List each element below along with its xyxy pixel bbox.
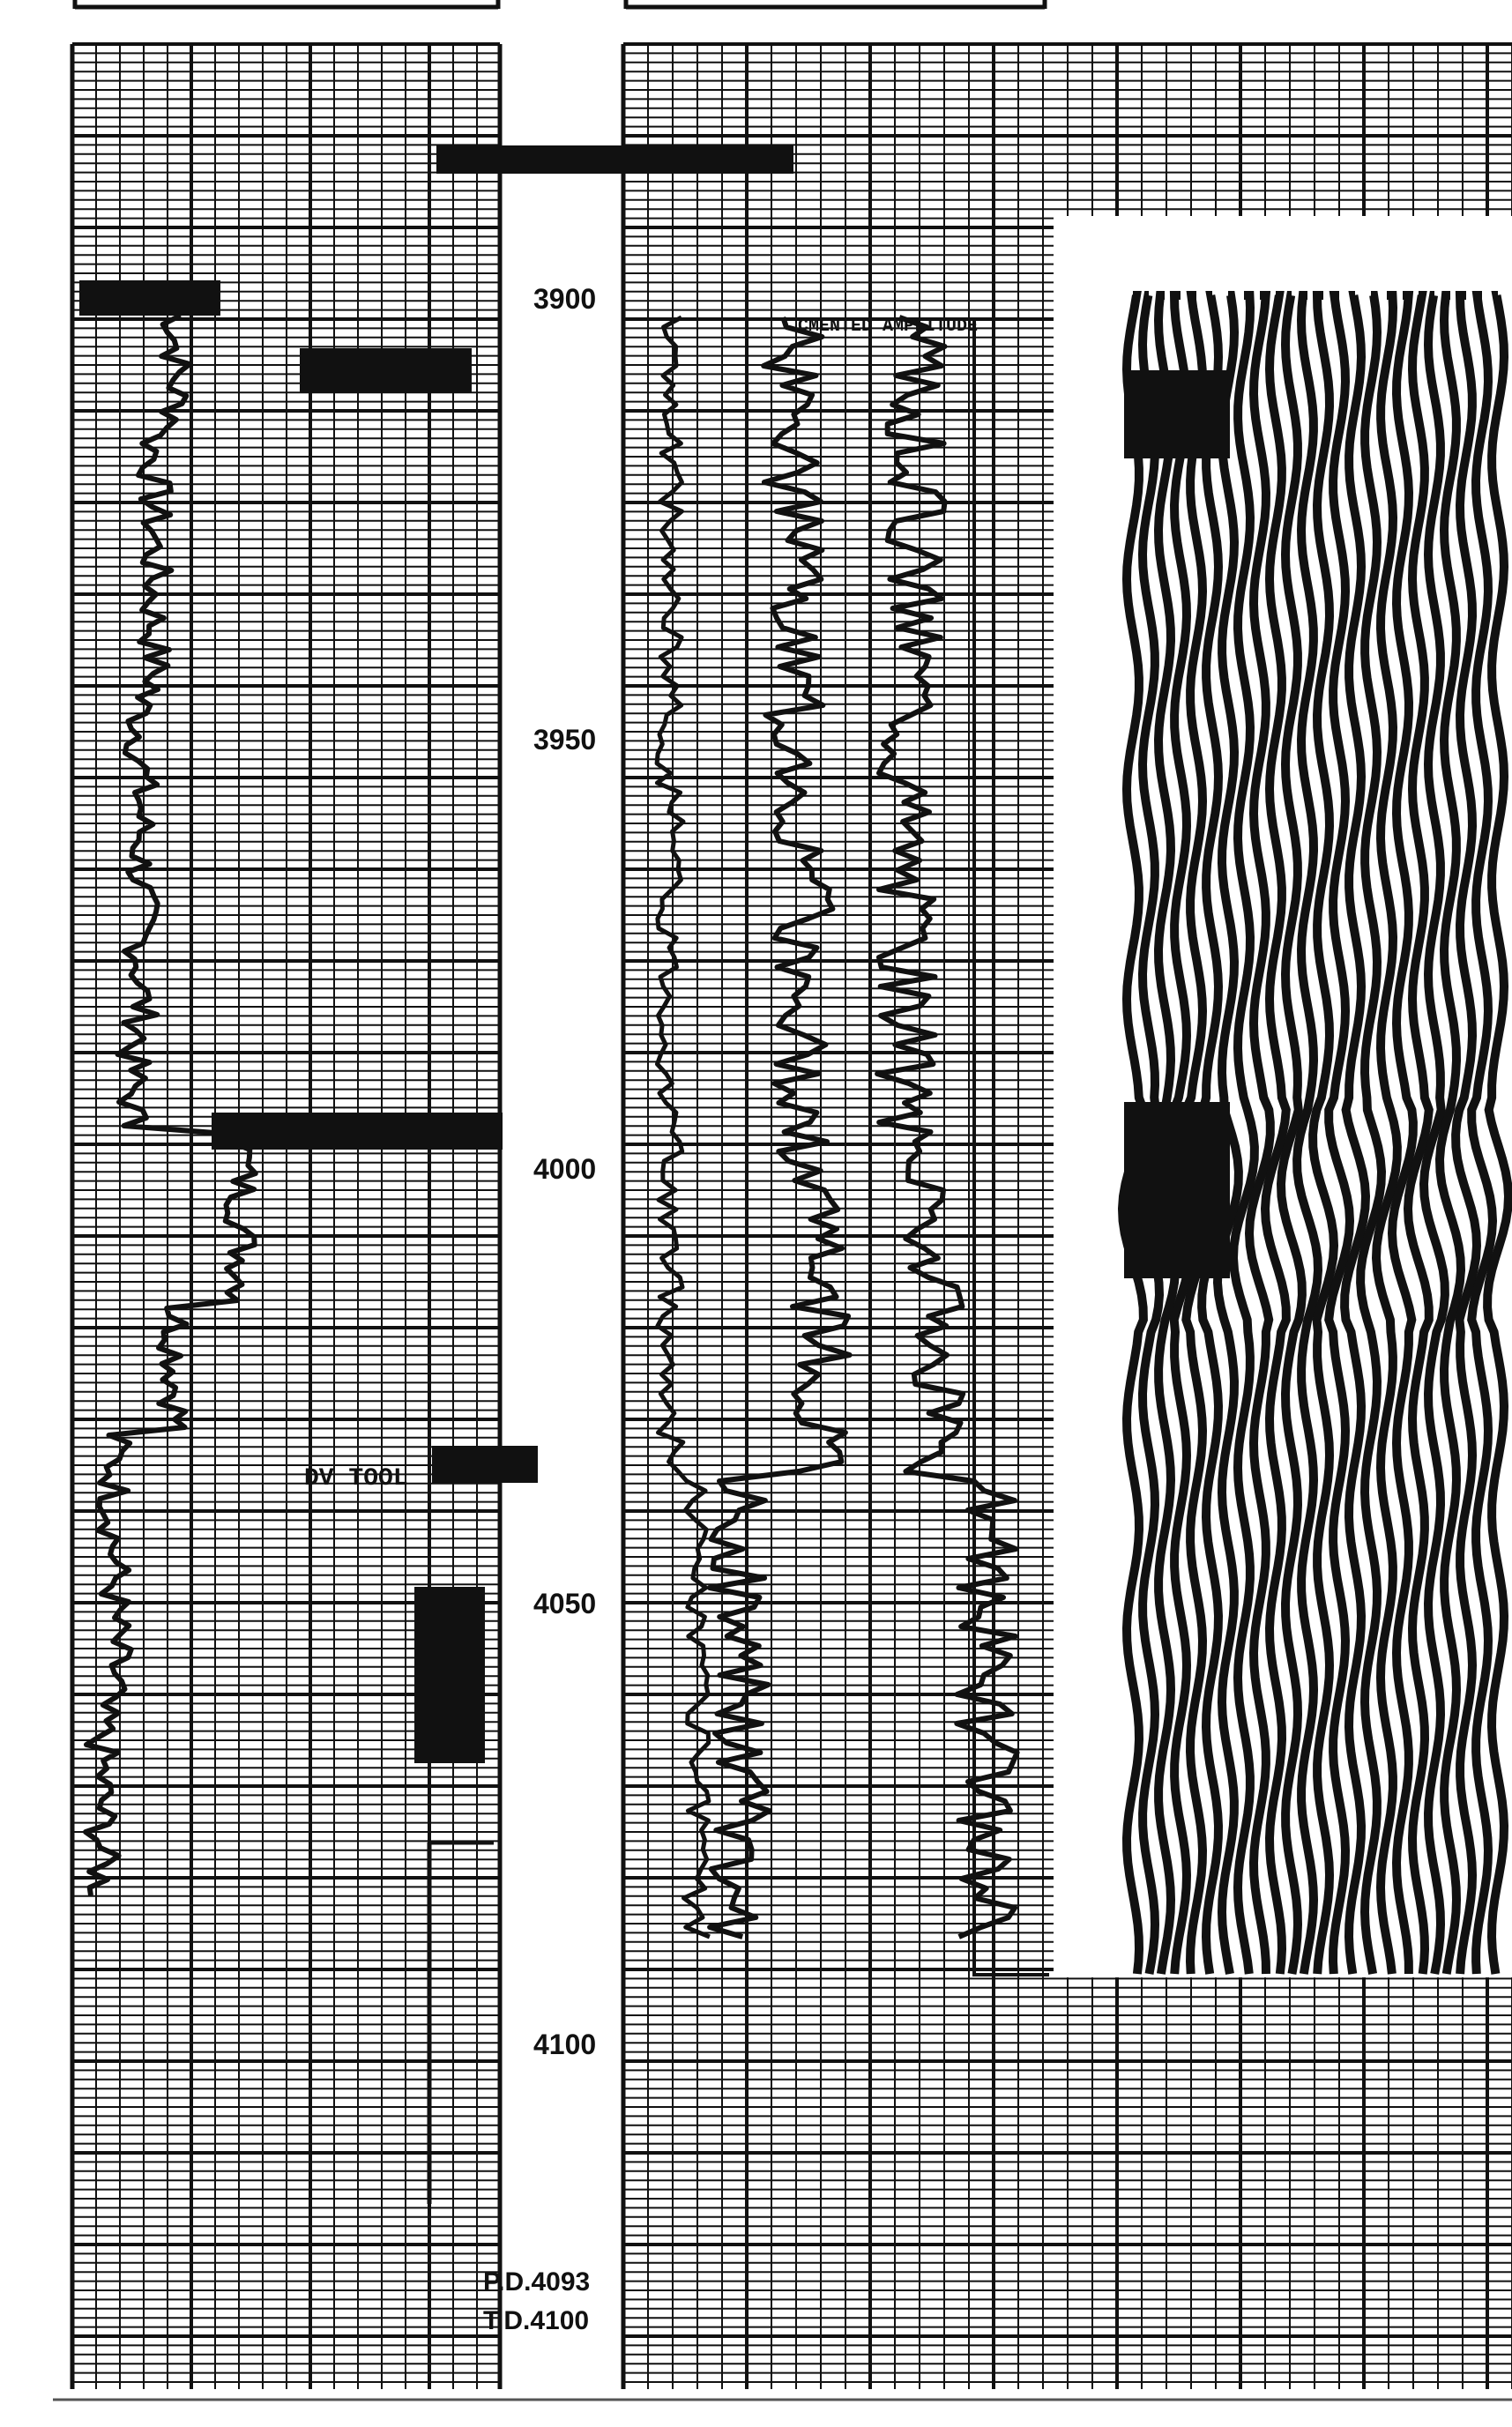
vdl-wiggle-trace [1308, 291, 1339, 1975]
travel-time-curve [654, 315, 711, 1939]
depth-label-3900: 3900 [533, 283, 596, 315]
vdl-wiggle-trace [1403, 291, 1434, 1975]
vdl-wiggle-trace [1260, 291, 1291, 1975]
vdl-dark-band [1124, 1102, 1230, 1278]
vdl-wiggle-trace [1276, 291, 1307, 1975]
cbl-curve-b [875, 315, 1020, 1939]
vdl-wiggle-trace [1371, 291, 1402, 1975]
td-label: T.D.4100 [483, 2306, 589, 2335]
vdl-wiggle-trace [1387, 291, 1418, 1975]
vdl-wiggle-trace [1292, 291, 1323, 1975]
ink-blotches [79, 145, 793, 2204]
vdl-wiggle-trace [1212, 291, 1243, 1975]
depth-scale: 3900 3950 4000 4050 4100 [533, 283, 596, 2060]
casing-collar-curve [972, 317, 1049, 1977]
vdl-wiggle-trace [1419, 291, 1449, 1975]
depth-label-4050: 4050 [533, 1588, 596, 1619]
cbl-curve-a [707, 316, 853, 1939]
vdl-wiggle-trace [1467, 291, 1498, 1975]
header-stubs [72, 0, 1047, 10]
vdl-wiggle-trace [1356, 291, 1387, 1975]
vdl-wiggle-trace [1324, 291, 1355, 1975]
depth-label-4000: 4000 [533, 1153, 596, 1185]
gamma-ray-curve [83, 308, 258, 1896]
track-borders [70, 44, 626, 2389]
vdl-wiggle-trace [1340, 291, 1371, 1975]
vdl-wiggle-trace [1244, 291, 1275, 1975]
vdl-dark-band [1124, 370, 1230, 458]
depth-label-3950: 3950 [533, 724, 596, 756]
vdl-wiggle-trace [1434, 291, 1466, 1975]
left-track-grid [71, 42, 500, 2389]
vdl-wiggle-trace [1451, 291, 1482, 1975]
cbl-amplitude-label: CMENTED AMPLITUDE [798, 316, 978, 337]
dv-tool-label: DV TOOL [304, 1465, 408, 1493]
variable-density-log [1117, 291, 1512, 1975]
vdl-wiggle-trace [1228, 291, 1259, 1975]
vdl-wiggle-trace [1483, 291, 1512, 1975]
pbtd-label: P.D.4093 [483, 2267, 590, 2297]
depth-label-4100: 4100 [533, 2029, 596, 2060]
